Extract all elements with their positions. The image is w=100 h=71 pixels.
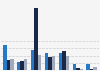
Bar bbox=[24, 59, 27, 70]
Bar bbox=[31, 50, 34, 70]
Bar bbox=[45, 53, 48, 70]
Bar bbox=[73, 64, 76, 70]
Bar bbox=[17, 61, 20, 70]
Bar bbox=[80, 69, 83, 70]
Bar bbox=[90, 69, 93, 70]
Bar bbox=[38, 55, 41, 70]
Bar bbox=[7, 60, 10, 70]
Bar bbox=[59, 53, 62, 70]
Bar bbox=[93, 67, 97, 70]
Bar bbox=[20, 61, 24, 70]
Bar bbox=[48, 57, 52, 70]
Bar bbox=[86, 64, 90, 70]
Bar bbox=[66, 56, 69, 70]
Bar bbox=[10, 59, 14, 70]
Bar bbox=[52, 56, 55, 70]
Bar bbox=[34, 8, 38, 70]
Bar bbox=[3, 45, 7, 70]
Bar bbox=[76, 68, 80, 70]
Bar bbox=[62, 51, 66, 70]
